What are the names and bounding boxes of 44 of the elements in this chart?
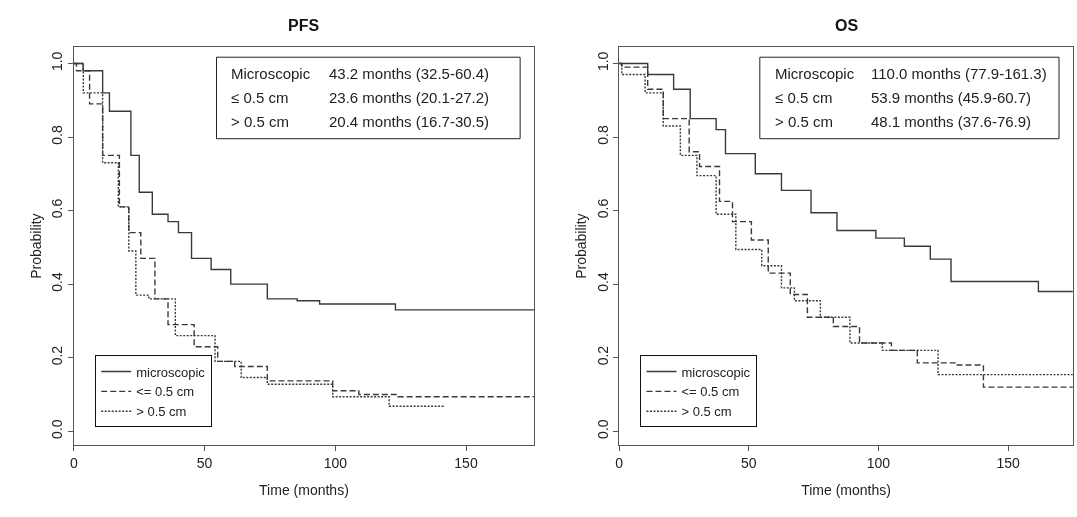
legend-label: > 0.5 cm — [136, 404, 187, 420]
legend-label: > 0.5 cm — [681, 404, 732, 420]
annotation: 110.0 months (77.9-161.3) — [871, 65, 1047, 82]
annotation: ≤ 0.5 cm — [775, 89, 833, 106]
annotation: Microscopic — [231, 65, 311, 82]
annotation: ≤ 0.5 cm — [231, 89, 289, 106]
y-tick-label: 0.2 — [594, 345, 611, 366]
annotation: 43.2 months (32.5-60.4) — [329, 65, 490, 82]
x-tick-label: 100 — [866, 454, 891, 471]
x-tick-label: 150 — [996, 454, 1020, 471]
y-axis-title: Probability — [573, 213, 590, 279]
x-tick-label: 100 — [323, 454, 348, 471]
x-tick-label: 0 — [615, 454, 624, 471]
x-tick-label: 50 — [196, 454, 213, 471]
annotation: > 0.5 cm — [231, 113, 289, 130]
y-tick-label: 0.0 — [49, 419, 66, 439]
y-tick-label: 0.4 — [49, 272, 66, 292]
y-tick-label: 1.0 — [49, 51, 66, 72]
chart-title: OS — [835, 17, 859, 34]
annotation: 23.6 months (20.1-27.2) — [329, 89, 490, 106]
legend-label: microscopic — [681, 364, 751, 380]
annotation: 20.4 months (16.7-30.5) — [329, 113, 490, 130]
x-axis-title: Time (months) — [259, 481, 349, 498]
y-axis-title: Probability — [27, 213, 44, 279]
y-tick-label: 0.8 — [594, 124, 611, 145]
y-tick-label: 0.6 — [49, 198, 66, 219]
annotation: 53.9 months (45.9-60.7) — [871, 89, 1032, 106]
y-tick-label: 0.0 — [594, 419, 611, 439]
chart-title: PFS — [288, 17, 320, 34]
x-tick-label: 0 — [70, 454, 78, 471]
x-tick-label: 150 — [454, 454, 478, 471]
legend-label: <= 0.5 cm — [136, 384, 195, 400]
y-tick-label: 0.8 — [49, 124, 66, 145]
annotation: Microscopic — [775, 65, 855, 82]
legend-label: microscopic — [136, 364, 206, 380]
x-tick-label: 50 — [741, 454, 757, 471]
y-tick-label: 1.0 — [594, 51, 611, 72]
x-axis-title: Time (months) — [801, 481, 891, 498]
y-tick-label: 0.6 — [594, 198, 611, 219]
y-tick-label: 0.2 — [49, 345, 66, 366]
annotation: 48.1 months (37.6-76.9) — [871, 113, 1032, 130]
annotation: > 0.5 cm — [775, 113, 833, 130]
y-tick-label: 0.4 — [594, 272, 611, 292]
legend-label: <= 0.5 cm — [681, 384, 740, 400]
